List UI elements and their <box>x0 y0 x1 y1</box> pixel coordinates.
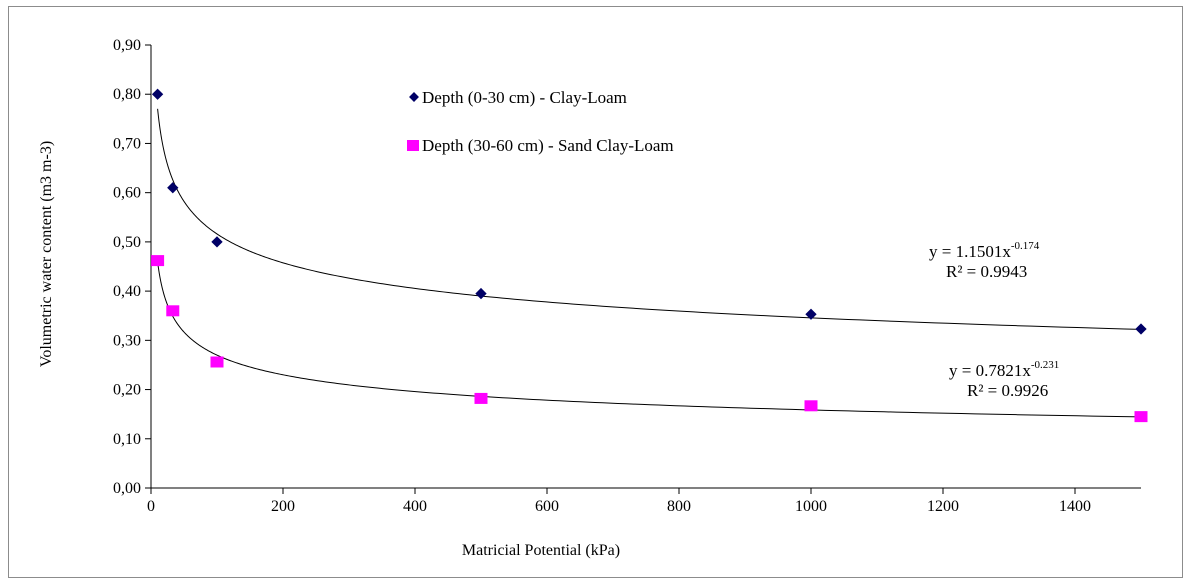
y-tick-label: 0,80 <box>113 86 141 103</box>
r-squared-sand-clay-loam: R² = 0.9926 <box>967 381 1048 400</box>
x-tick-label: 400 <box>403 498 427 515</box>
equation-exponent-sand-clay-loam: -0.231 <box>1031 359 1059 371</box>
data-point-square <box>474 392 488 404</box>
trendline-series-0 <box>157 108 1142 330</box>
x-tick-label: 1200 <box>927 498 959 515</box>
y-tick-label: 0,90 <box>113 37 141 54</box>
equation-sand-clay-loam: y = 0.7821x-0.231 R² = 0.9926 <box>949 359 1059 400</box>
equation-base-sand-clay-loam: y = 0.7821x <box>949 361 1031 380</box>
data-point-square <box>210 356 224 368</box>
data-point-diamond <box>167 182 179 194</box>
r-squared-clay-loam: R² = 0.9943 <box>946 262 1027 281</box>
x-tick-label: 200 <box>271 498 295 515</box>
chart-frame: 0,00 0,10 0,20 0,30 0,40 0,50 0,60 0,70 0,80 0,90… <box>8 6 1183 578</box>
x-tick-label: 600 <box>535 498 559 515</box>
y-tick-label: 0,50 <box>113 234 141 251</box>
x-tick-label: 1400 <box>1059 498 1091 515</box>
data-point-square <box>151 255 165 267</box>
y-tick-label: 0,30 <box>113 332 141 349</box>
legend-label-sand-clay-loam: Depth (30-60 cm) - Sand Clay-Loam <box>422 136 674 155</box>
chart-svg: 0,00 0,10 0,20 0,30 0,40 0,50 0,60 0,70 0,80 0,90… <box>38 37 1148 559</box>
y-tick-label: 0,70 <box>113 135 141 152</box>
legend-item-clay-loam: Depth (0-30 cm) - Clay-Loam <box>409 88 627 107</box>
equation-clay-loam: y = 1.1501x-0.174 R² = 0.9943 <box>929 240 1040 281</box>
x-tick-label: 0 <box>147 498 155 515</box>
x-axis-title: Matricial Potential (kPa) <box>462 542 620 559</box>
axes-layer: 0,00 0,10 0,20 0,30 0,40 0,50 0,60 0,70 0,80 0,90… <box>113 37 1141 515</box>
legend-marker-diamond <box>409 92 419 102</box>
legend-marker-square <box>407 140 419 151</box>
trendline-series-1 <box>157 261 1142 418</box>
y-tick-label: 0,00 <box>113 480 141 497</box>
data-point-diamond <box>1135 323 1147 335</box>
equation-exponent-clay-loam: -0.174 <box>1011 240 1040 252</box>
y-tick-label: 0,20 <box>113 382 141 399</box>
data-point-square <box>166 305 180 317</box>
x-tick-label: 1000 <box>795 498 827 515</box>
data-point-diamond <box>151 88 164 100</box>
trendlines-layer <box>157 108 1142 418</box>
legend-label-clay-loam: Depth (0-30 cm) - Clay-Loam <box>422 88 627 107</box>
data-point-square <box>804 400 818 412</box>
y-tick-label: 0,40 <box>113 283 141 300</box>
legend: Depth (0-30 cm) - Clay-Loam Depth (30-60… <box>407 88 674 155</box>
legend-item-sand-clay-loam: Depth (30-60 cm) - Sand Clay-Loam <box>407 136 674 155</box>
data-point-square <box>1134 411 1148 423</box>
y-tick-label: 0,60 <box>113 185 141 202</box>
data-point-diamond <box>475 287 487 300</box>
data-point-diamond <box>211 236 223 248</box>
x-tick-label: 800 <box>667 498 691 515</box>
y-tick-label: 0,10 <box>113 431 141 448</box>
y-axis-title: Volumetric water content (m3 m-3) <box>38 141 55 367</box>
equation-text-clay-loam: y = 1.1501x-0.174 <box>929 240 1040 261</box>
equation-base-clay-loam: y = 1.1501x <box>929 242 1011 261</box>
equation-text-sand-clay-loam: y = 0.7821x-0.231 <box>949 359 1059 380</box>
data-point-diamond <box>805 308 817 320</box>
markers-layer <box>151 88 1148 423</box>
